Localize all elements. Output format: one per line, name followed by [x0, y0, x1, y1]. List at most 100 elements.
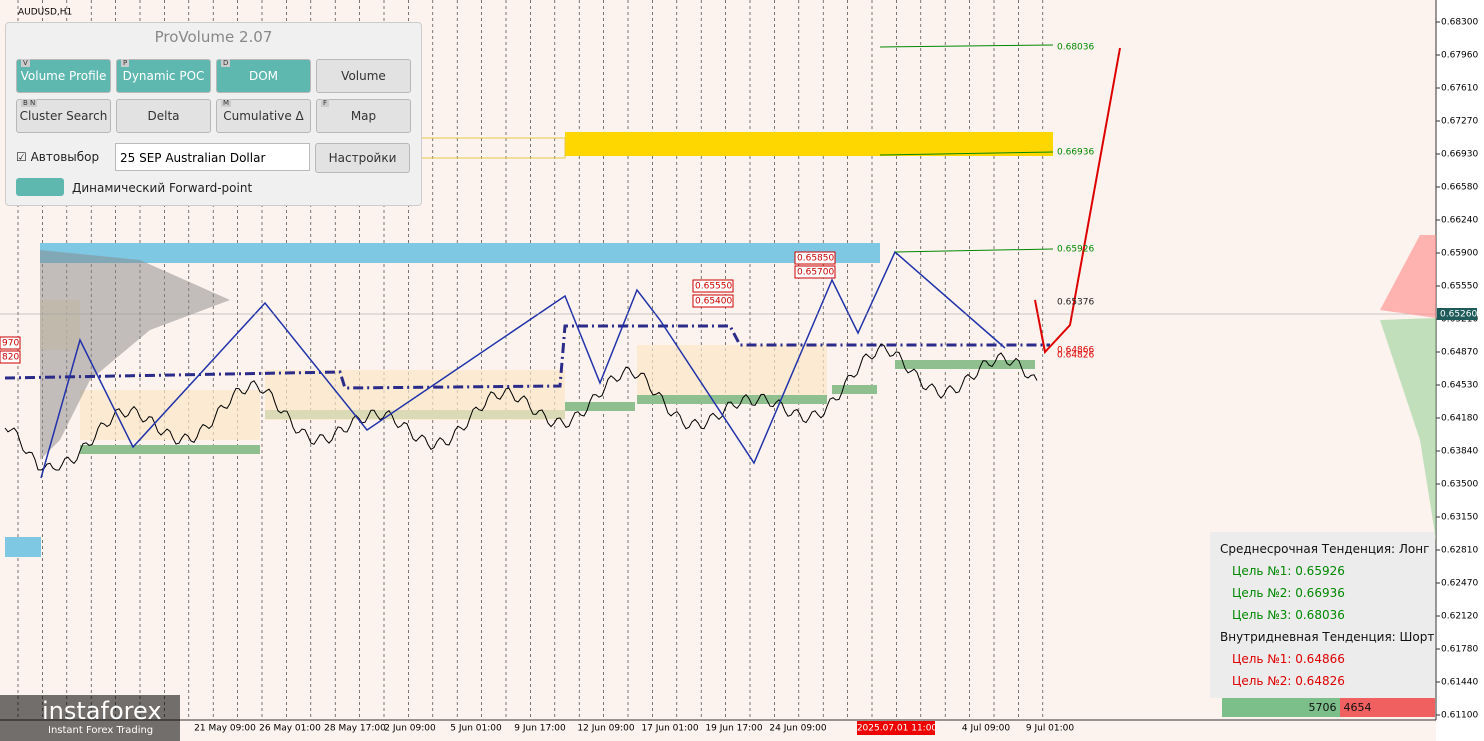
zone [80, 445, 260, 454]
time-highlight [857, 721, 935, 735]
panel-button[interactable]: Volume Profile V [16, 59, 111, 93]
panel-button[interactable]: Delta [116, 99, 211, 133]
toggle-label: Динамический Forward-point [72, 181, 253, 195]
toggle[interactable] [16, 178, 64, 196]
info-line: Цель №1: 0.65926 [1232, 564, 1345, 578]
info-line: Цель №2: 0.66936 [1232, 586, 1345, 600]
price-label: 0.64870 [1441, 348, 1478, 358]
zone [637, 345, 827, 395]
target-label: 0.64826 [1057, 351, 1094, 361]
settings-button[interactable]: Настройки [315, 143, 410, 173]
button-badge: B N [21, 99, 38, 107]
button-badge: F [321, 99, 330, 107]
poc-line [4, 324, 1050, 390]
button-label: Cumulative Δ [223, 109, 304, 123]
target-label: 0.65376 [1057, 298, 1094, 308]
zone [565, 132, 1053, 156]
checkbox[interactable]: ☑ Автовыбор [16, 150, 100, 164]
info-line: Цель №1: 0.64866 [1232, 652, 1345, 666]
time-label: 2025.07.01 11:00 [857, 724, 938, 734]
button-label: Volume [341, 69, 386, 83]
zigzag [40, 250, 1006, 479]
time-label: 17 Jun 01:00 [641, 724, 698, 734]
left-level: 970 [2, 339, 19, 349]
price-label: 0.66580 [1441, 183, 1478, 193]
forecast [1034, 47, 1121, 355]
price-label: 0.66930 [1441, 150, 1478, 160]
price-label: 0.67610 [1441, 84, 1478, 94]
checkbox-label: Автовыбор [30, 150, 100, 164]
panel-button[interactable]: Map F [316, 99, 411, 133]
price-label: 0.61440 [1441, 678, 1478, 688]
panel-button[interactable]: DOM D [216, 59, 311, 93]
level-box [692, 294, 734, 308]
price-label: 0.65550 [1441, 282, 1478, 292]
price-label: 0.63840 [1441, 447, 1478, 457]
sell-value: 4654 [1343, 701, 1372, 714]
zone [565, 402, 635, 411]
time-label: 12 Jun 09:00 [577, 724, 634, 734]
time-label: 5 Jun 01:00 [450, 724, 502, 734]
right-profile [1380, 235, 1436, 318]
left-level: 820 [2, 353, 19, 363]
price-label: 0.63150 [1441, 513, 1478, 523]
time-label: 28 May 17:00 [324, 724, 386, 734]
price-line [4, 343, 1038, 471]
level-label: 0.65700 [797, 268, 834, 278]
button-badge: V [21, 59, 30, 67]
sell-volume: 4654 [1340, 698, 1435, 717]
price-label: 0.61780 [1441, 645, 1478, 655]
level-label: 0.65550 [695, 282, 732, 292]
level-box [794, 251, 836, 265]
target-label: 0.68036 [1057, 43, 1094, 53]
target-label: 0.65926 [1057, 245, 1094, 255]
symbol: AUDUSD,H1 [18, 8, 72, 18]
time-label: 2 Jun 09:00 [384, 724, 436, 734]
price-label: 0.64180 [1441, 414, 1478, 424]
level-box [0, 350, 21, 364]
time-label: 19 Jun 17:00 [705, 724, 762, 734]
button-label: Map [350, 109, 377, 123]
level-box [0, 336, 21, 350]
button-label: Dynamic POC [122, 69, 205, 83]
decor [0, 0, 1436, 720]
level-box [692, 279, 734, 293]
time-label: 9 Jul 01:00 [1026, 724, 1075, 734]
current-price: 0.65260 [1440, 310, 1477, 320]
panel-button[interactable]: Dynamic POC P [116, 59, 211, 93]
target-line [879, 151, 1054, 156]
zone [40, 243, 880, 263]
select[interactable]: 25 SEP Australian Dollar [115, 143, 310, 171]
target-line [879, 44, 1054, 48]
panel-button[interactable]: Cluster Search B N [16, 99, 111, 133]
panel-title: ProVolume 2.07 [154, 28, 273, 46]
button-label: Volume Profile [20, 69, 107, 83]
price-label: 0.63500 [1441, 480, 1478, 490]
current-price-box [1437, 308, 1477, 320]
info-box: Среднесрочная Тенденция: Лонг Цель №1: 0.… [1210, 532, 1435, 698]
volume-profile [40, 250, 230, 460]
target-line [894, 248, 1054, 253]
right-profile [1380, 318, 1436, 540]
time-label: 9 Jun 17:00 [514, 724, 566, 734]
button-label: DOM [248, 69, 279, 83]
watermark: instaforex Instant Forex Trading [0, 695, 180, 741]
panel-button[interactable]: Cumulative Δ M [216, 99, 311, 133]
level-label: 0.65850 [797, 254, 834, 264]
info-line: Цель №3: 0.68036 [1232, 608, 1345, 622]
info-line: Среднесрочная Тенденция: Лонг [1220, 542, 1430, 556]
panel-button[interactable]: Volume [316, 59, 411, 93]
level-label: 0.65400 [695, 297, 732, 307]
axis-bg [1436, 0, 1484, 741]
price-label: 0.62810 [1441, 546, 1478, 556]
time-label: 26 May 01:00 [259, 724, 321, 734]
button-badge: P [121, 59, 130, 67]
price-label: 0.65900 [1441, 249, 1478, 259]
price-label: 0.61100 [1441, 711, 1478, 721]
price-label: 0.67270 [1441, 117, 1478, 127]
zone [5, 537, 41, 557]
target-label: 0.64866 [1057, 346, 1094, 356]
level-box [794, 265, 836, 279]
button-badge: M [221, 99, 232, 107]
